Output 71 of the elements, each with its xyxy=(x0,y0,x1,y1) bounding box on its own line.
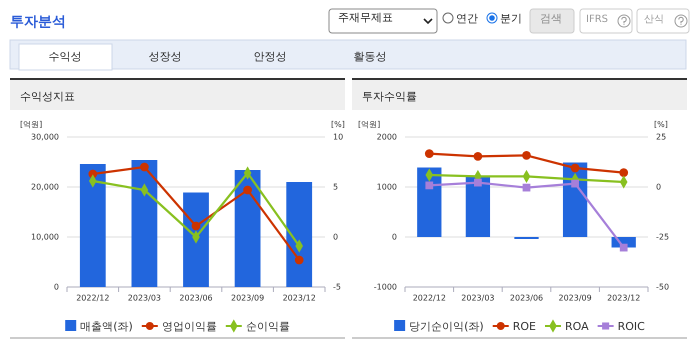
legend-label: 당기순이익(좌) xyxy=(409,320,484,333)
point xyxy=(425,182,434,190)
text: 수익성 xyxy=(48,50,82,63)
x-tick-label: 2023/06 xyxy=(179,294,213,303)
point xyxy=(474,178,482,186)
point xyxy=(620,244,628,252)
text: 안정성 xyxy=(254,50,286,63)
x-tick-label: 2022/12 xyxy=(412,294,446,303)
point xyxy=(140,162,149,172)
x-tick-label: 2023/09 xyxy=(558,294,592,303)
y2-tick-label: -5 xyxy=(333,282,341,292)
point xyxy=(474,152,482,161)
point xyxy=(424,149,434,158)
point xyxy=(619,168,628,177)
y-axis-title: [억원] xyxy=(358,120,380,129)
chart-title: 투자수익률 xyxy=(362,90,417,103)
bar xyxy=(234,170,260,287)
legend-label: ROA xyxy=(564,320,590,333)
y-tick-label: 0 xyxy=(54,282,59,292)
point xyxy=(192,222,200,230)
legend-label: 영업이익률 xyxy=(162,320,217,333)
point xyxy=(243,186,252,194)
legend-label: 매출액(좌) xyxy=(80,320,133,333)
y-tick-label: 1000 xyxy=(376,182,397,192)
y-axis-title: [억원] xyxy=(20,120,42,129)
bar xyxy=(466,176,490,237)
text: IFRS xyxy=(586,14,608,25)
y2-tick-label: 0 xyxy=(656,182,662,192)
y-tick-label: 20,000 xyxy=(31,182,59,192)
legend-label: 순이익률 xyxy=(246,320,290,333)
y2-axis-title: [%] xyxy=(331,120,345,129)
bar xyxy=(132,160,158,287)
y2-axis-title: [%] xyxy=(654,120,668,129)
text: 주재무제표 xyxy=(338,11,393,24)
x-tick-label: 2022/12 xyxy=(76,294,110,303)
chart-title: 수익성지표 xyxy=(20,90,75,103)
y2-tick-label: 25 xyxy=(656,132,666,142)
y-tick-label: 2000 xyxy=(376,132,397,142)
legend-label: ROE xyxy=(512,320,536,333)
x-tick-label: 2023/12 xyxy=(282,294,316,303)
point xyxy=(522,184,530,192)
text: 연간 xyxy=(456,12,478,25)
text: 분기 xyxy=(500,12,522,25)
text: 성장성 xyxy=(148,50,182,63)
point xyxy=(294,256,304,264)
y2-tick-label: 5 xyxy=(333,182,338,192)
x-tick-label: 2023/09 xyxy=(230,294,264,303)
y2-tick-label: -25 xyxy=(656,232,670,242)
legend-label: ROIC xyxy=(618,320,646,333)
bar xyxy=(80,164,106,287)
y-tick-label: -1000 xyxy=(374,282,397,292)
bar xyxy=(183,192,209,287)
point xyxy=(522,151,531,160)
bar xyxy=(286,182,312,287)
x-tick-label: 2023/03 xyxy=(461,294,495,303)
text: 활동성 xyxy=(354,50,386,63)
y2-tick-label: 10 xyxy=(333,132,344,142)
x-tick-label: 2023/03 xyxy=(128,294,162,303)
y2-tick-label: 0 xyxy=(333,232,338,242)
point xyxy=(571,180,579,188)
point xyxy=(570,164,580,172)
x-tick-label: 2023/12 xyxy=(607,294,640,303)
text: 투자분석 xyxy=(10,14,66,30)
y-tick-label: 0 xyxy=(392,232,397,242)
y-tick-label: 30,000 xyxy=(31,132,59,142)
x-tick-label: 2023/06 xyxy=(510,294,544,303)
y-tick-label: 10,000 xyxy=(31,232,59,242)
y2-tick-label: -50 xyxy=(656,282,670,292)
text: 산식 xyxy=(644,14,664,25)
bar xyxy=(417,168,442,237)
text: 검색 xyxy=(540,12,562,25)
